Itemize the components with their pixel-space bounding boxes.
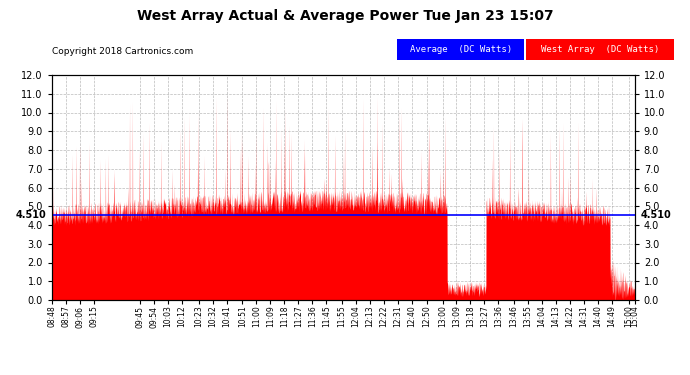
Text: West Array  (DC Watts): West Array (DC Watts) xyxy=(541,45,659,54)
Text: West Array Actual & Average Power Tue Jan 23 15:07: West Array Actual & Average Power Tue Ja… xyxy=(137,9,553,23)
Text: Copyright 2018 Cartronics.com: Copyright 2018 Cartronics.com xyxy=(52,47,193,56)
Text: 4.510: 4.510 xyxy=(15,210,46,220)
Text: Average  (DC Watts): Average (DC Watts) xyxy=(409,45,512,54)
Text: 4.510: 4.510 xyxy=(640,210,671,220)
